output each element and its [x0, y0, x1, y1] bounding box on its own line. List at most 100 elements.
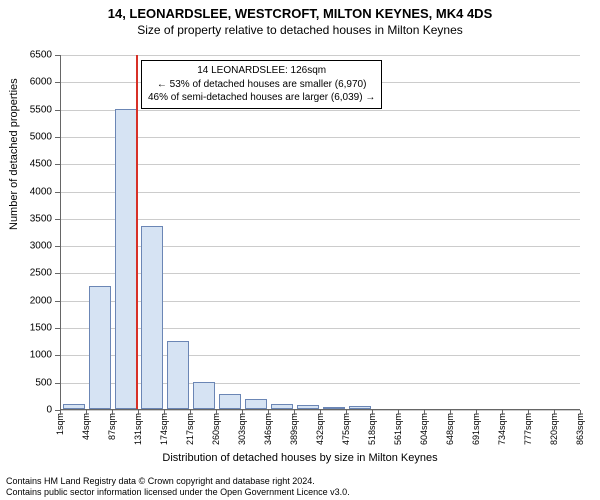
x-tick-label: 475sqm: [341, 413, 351, 445]
y-tick-label: 0: [12, 405, 52, 416]
x-tick-mark: [528, 410, 529, 415]
x-tick-label: 691sqm: [471, 413, 481, 445]
annotation-box: 14 LEONARDSLEE: 126sqm← 53% of detached …: [141, 60, 382, 109]
footer-line1: Contains HM Land Registry data © Crown c…: [6, 476, 594, 487]
x-tick-mark: [216, 410, 217, 415]
grid-line: [61, 328, 580, 329]
y-axis-label: Number of detached properties: [8, 78, 20, 230]
x-tick-mark: [268, 410, 269, 415]
x-tick-mark: [320, 410, 321, 415]
histogram-bar: [141, 226, 163, 409]
property-marker-line: [136, 55, 138, 409]
x-tick-mark: [580, 410, 581, 415]
x-tick-label: 432sqm: [315, 413, 325, 445]
x-tick-label: 87sqm: [107, 413, 117, 440]
y-tick-label: 6500: [12, 50, 52, 61]
y-tick-label: 4000: [12, 186, 52, 197]
x-tick-label: 303sqm: [237, 413, 247, 445]
histogram-bar: [89, 286, 111, 409]
y-tick-mark: [55, 383, 60, 384]
y-tick-label: 6000: [12, 77, 52, 88]
x-tick-mark: [294, 410, 295, 415]
histogram-bar: [63, 404, 85, 409]
x-tick-label: 863sqm: [575, 413, 585, 445]
grid-line: [61, 55, 580, 56]
x-tick-mark: [60, 410, 61, 415]
y-tick-mark: [55, 328, 60, 329]
x-tick-mark: [372, 410, 373, 415]
grid-line: [61, 301, 580, 302]
histogram-bar: [323, 407, 345, 409]
grid-line: [61, 383, 580, 384]
annotation-line3: 46% of semi-detached houses are larger (…: [148, 91, 375, 105]
y-tick-mark: [55, 219, 60, 220]
y-tick-label: 5500: [12, 104, 52, 115]
x-tick-label: 648sqm: [445, 413, 455, 445]
x-tick-label: 518sqm: [367, 413, 377, 445]
y-tick-mark: [55, 164, 60, 165]
x-tick-label: 820sqm: [549, 413, 559, 445]
chart-plot-area: 14 LEONARDSLEE: 126sqm← 53% of detached …: [60, 55, 580, 410]
grid-line: [61, 192, 580, 193]
annotation-line2: ← 53% of detached houses are smaller (6,…: [148, 78, 375, 92]
y-tick-mark: [55, 110, 60, 111]
x-tick-label: 561sqm: [393, 413, 403, 445]
grid-line: [61, 273, 580, 274]
y-tick-label: 3500: [12, 213, 52, 224]
grid-line: [61, 355, 580, 356]
y-tick-mark: [55, 82, 60, 83]
grid-line: [61, 246, 580, 247]
y-tick-label: 3000: [12, 241, 52, 252]
y-tick-label: 2500: [12, 268, 52, 279]
x-axis-label: Distribution of detached houses by size …: [0, 452, 600, 464]
histogram-bar: [115, 109, 137, 409]
x-tick-mark: [476, 410, 477, 415]
x-tick-mark: [86, 410, 87, 415]
y-tick-label: 1000: [12, 350, 52, 361]
x-tick-mark: [138, 410, 139, 415]
histogram-bar: [167, 341, 189, 409]
x-tick-label: 260sqm: [211, 413, 221, 445]
title-address: 14, LEONARDSLEE, WESTCROFT, MILTON KEYNE…: [0, 6, 600, 21]
y-tick-mark: [55, 273, 60, 274]
y-tick-mark: [55, 55, 60, 56]
x-tick-label: 389sqm: [289, 413, 299, 445]
x-tick-label: 1sqm: [55, 413, 65, 435]
y-tick-label: 1500: [12, 323, 52, 334]
x-tick-label: 131sqm: [133, 413, 143, 445]
y-tick-label: 500: [12, 377, 52, 388]
x-tick-mark: [190, 410, 191, 415]
histogram-bar: [245, 399, 267, 409]
x-tick-label: 217sqm: [185, 413, 195, 445]
x-tick-mark: [112, 410, 113, 415]
title-subtitle: Size of property relative to detached ho…: [0, 23, 600, 37]
x-tick-label: 604sqm: [419, 413, 429, 445]
y-tick-mark: [55, 246, 60, 247]
grid-line: [61, 110, 580, 111]
x-tick-mark: [450, 410, 451, 415]
histogram-bar: [271, 404, 293, 409]
y-tick-label: 5000: [12, 131, 52, 142]
x-tick-label: 734sqm: [497, 413, 507, 445]
x-tick-mark: [554, 410, 555, 415]
y-tick-label: 2000: [12, 295, 52, 306]
histogram-bar: [193, 382, 215, 409]
y-tick-label: 4500: [12, 159, 52, 170]
footer-line2: Contains public sector information licen…: [6, 487, 594, 498]
x-tick-label: 174sqm: [159, 413, 169, 445]
y-tick-mark: [55, 137, 60, 138]
x-tick-mark: [502, 410, 503, 415]
title-block: 14, LEONARDSLEE, WESTCROFT, MILTON KEYNE…: [0, 0, 600, 37]
x-tick-mark: [346, 410, 347, 415]
annotation-line1: 14 LEONARDSLEE: 126sqm: [148, 64, 375, 78]
x-tick-label: 44sqm: [81, 413, 91, 440]
x-tick-mark: [424, 410, 425, 415]
x-tick-mark: [242, 410, 243, 415]
histogram-bar: [297, 405, 319, 409]
grid-line: [61, 219, 580, 220]
x-tick-mark: [164, 410, 165, 415]
y-tick-mark: [55, 355, 60, 356]
histogram-bar: [219, 394, 241, 409]
x-tick-label: 346sqm: [263, 413, 273, 445]
y-tick-mark: [55, 192, 60, 193]
